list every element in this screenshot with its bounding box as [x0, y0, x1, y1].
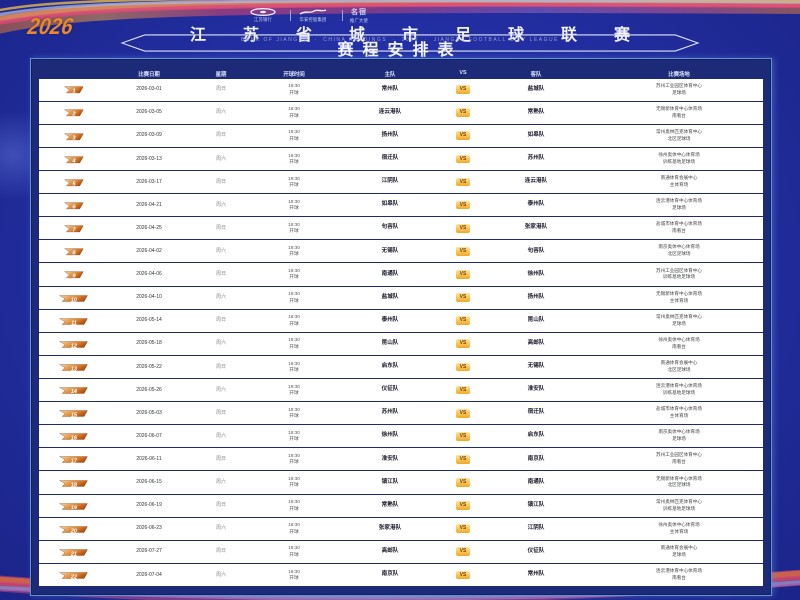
- svg-text:20: 20: [69, 528, 76, 534]
- svg-text:15: 15: [70, 412, 77, 418]
- svg-text:11: 11: [71, 320, 77, 326]
- svg-text:19: 19: [70, 505, 77, 511]
- svg-text:16: 16: [70, 436, 77, 442]
- svg-text:21: 21: [69, 551, 76, 557]
- svg-text:14: 14: [70, 389, 76, 395]
- svg-text:22: 22: [69, 574, 76, 580]
- svg-text:18: 18: [70, 482, 77, 488]
- svg-text:13: 13: [70, 366, 76, 372]
- svg-text:12: 12: [70, 343, 76, 349]
- svg-text:10: 10: [70, 297, 76, 303]
- svg-text:1: 1: [72, 89, 75, 95]
- svg-text:17: 17: [70, 459, 77, 465]
